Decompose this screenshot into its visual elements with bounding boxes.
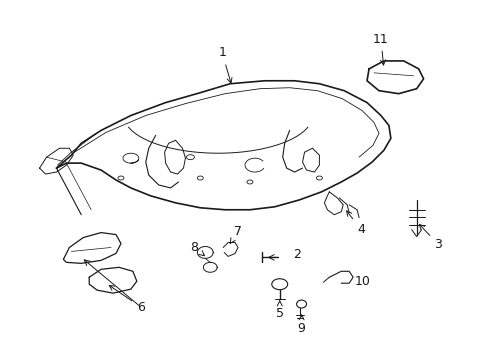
Text: 6: 6: [109, 285, 144, 314]
Text: 4: 4: [346, 211, 364, 236]
Text: 9: 9: [297, 315, 305, 336]
Text: 5: 5: [275, 301, 283, 320]
Text: 7: 7: [230, 225, 242, 243]
Text: 1: 1: [218, 46, 231, 83]
Text: 2: 2: [293, 248, 301, 261]
Text: 10: 10: [354, 275, 370, 288]
Text: 8: 8: [190, 241, 204, 256]
Text: 11: 11: [372, 33, 388, 65]
Text: 3: 3: [419, 225, 442, 251]
